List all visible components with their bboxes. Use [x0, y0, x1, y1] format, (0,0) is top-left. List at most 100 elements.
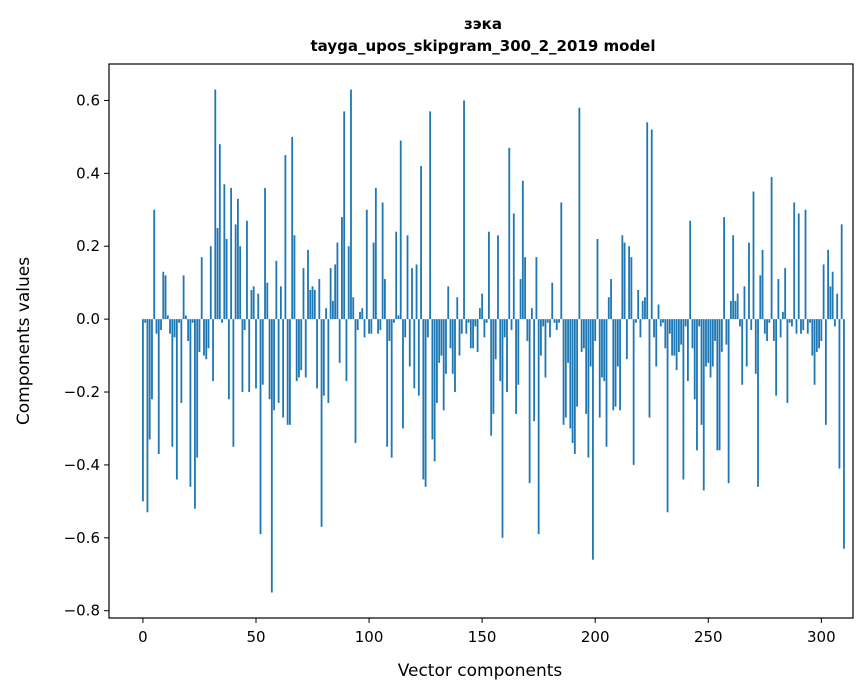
- bar-50: [255, 319, 257, 389]
- bar-98: [363, 319, 366, 338]
- bar-2: [146, 319, 149, 513]
- y-tick-label: 0.2: [76, 237, 100, 255]
- bar-5: [153, 209, 156, 320]
- bar-53: [261, 319, 264, 385]
- y-axis-label: Components values: [14, 257, 34, 425]
- bar-78: [318, 279, 321, 320]
- bar-270: [752, 191, 755, 320]
- bar-118: [408, 319, 411, 367]
- bar-128: [431, 319, 434, 440]
- bar-286: [788, 319, 791, 323]
- bar-63: [284, 155, 287, 320]
- bar-241: [687, 319, 689, 382]
- bar-89: [343, 111, 346, 320]
- bar-229: [659, 319, 662, 327]
- bar-228: [657, 304, 660, 320]
- bar-225: [650, 129, 653, 320]
- bar-39: [230, 187, 233, 320]
- bars-group: [142, 89, 845, 593]
- bar-132: [440, 319, 443, 356]
- bar-237: [677, 319, 680, 352]
- bar-180: [549, 319, 551, 338]
- bar-203: [601, 319, 603, 378]
- bar-0: [142, 319, 144, 502]
- bar-16: [178, 319, 181, 323]
- bar-147: [474, 319, 477, 327]
- bar-9: [162, 271, 165, 320]
- x-axis-ticks: 0 50 100 150 200 250 300: [138, 618, 836, 646]
- bar-263: [736, 293, 739, 320]
- bar-191: [573, 319, 576, 454]
- bar-168: [521, 180, 524, 320]
- bar-193: [578, 107, 581, 320]
- bar-77: [316, 319, 318, 389]
- bar-231: [664, 319, 667, 349]
- bar-137: [451, 319, 454, 374]
- bar-197: [587, 319, 590, 458]
- bar-194: [580, 319, 583, 352]
- bar-72: [304, 319, 307, 378]
- bar-31: [212, 319, 214, 382]
- bar-153: [488, 231, 490, 320]
- bar-202: [598, 319, 601, 418]
- bar-277: [768, 319, 771, 323]
- bar-3: [148, 319, 151, 440]
- bar-134: [445, 319, 447, 374]
- bar-215: [628, 246, 631, 320]
- bar-242: [689, 220, 692, 320]
- chart-title: зэка: [464, 15, 502, 33]
- bar-155: [492, 319, 495, 414]
- bar-176: [540, 319, 542, 356]
- bar-47: [248, 319, 251, 393]
- bar-8: [160, 319, 162, 331]
- bar-163: [510, 319, 513, 331]
- bar-37: [225, 238, 228, 320]
- bar-221: [641, 300, 644, 320]
- x-tick-label: 0: [138, 628, 148, 646]
- bar-179: [546, 319, 549, 323]
- bar-101: [370, 319, 373, 334]
- bar-303: [827, 249, 830, 320]
- bar-217: [632, 319, 635, 465]
- y-tick-label: −0.6: [64, 529, 100, 547]
- bar-269: [750, 319, 753, 331]
- bar-173: [533, 319, 536, 422]
- bar-82: [327, 319, 330, 403]
- bar-308: [838, 319, 841, 469]
- bar-285: [786, 319, 789, 403]
- bar-66: [291, 136, 294, 320]
- bar-75: [311, 286, 314, 320]
- bar-232: [666, 319, 669, 513]
- bar-292: [802, 319, 805, 331]
- bar-260: [729, 300, 732, 320]
- bar-278: [770, 176, 773, 320]
- bar-46: [246, 220, 248, 320]
- bar-206: [607, 297, 610, 320]
- bar-48: [250, 289, 253, 320]
- bar-240: [684, 319, 687, 327]
- bar-141: [460, 319, 463, 334]
- bar-268: [748, 242, 750, 320]
- bar-58: [273, 319, 275, 411]
- bar-189: [569, 319, 572, 429]
- bar-301: [822, 264, 825, 320]
- bar-159: [501, 319, 504, 538]
- bar-117: [406, 235, 409, 320]
- bar-250: [707, 319, 710, 363]
- bar-249: [705, 319, 707, 367]
- bar-213: [623, 242, 626, 320]
- bar-214: [625, 319, 628, 360]
- bar-113: [397, 315, 400, 320]
- bar-27: [203, 319, 205, 356]
- bar-144: [467, 319, 470, 323]
- bar-20: [187, 319, 190, 341]
- bar-158: [499, 319, 502, 382]
- x-tick-label: 50: [246, 628, 265, 646]
- bar-199: [592, 319, 594, 560]
- bar-259: [727, 319, 730, 484]
- bar-23: [194, 319, 196, 509]
- bar-125: [424, 319, 427, 487]
- bar-276: [766, 319, 768, 341]
